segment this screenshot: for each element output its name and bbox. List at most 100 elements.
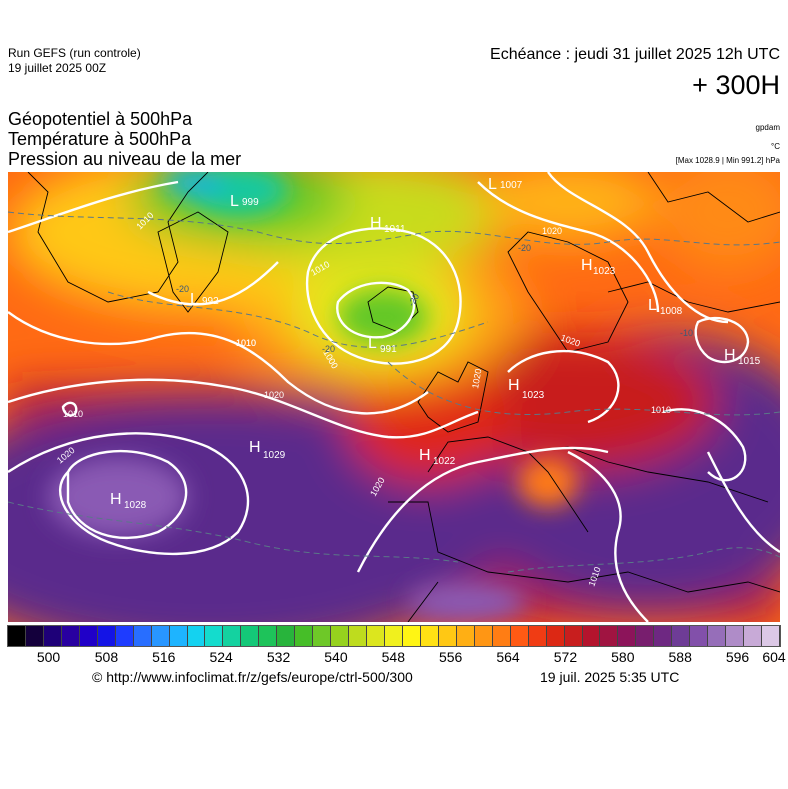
pressure-center-type: H (581, 257, 593, 274)
color-swatch (744, 626, 763, 646)
run-title: Run GEFS (run controle) (8, 46, 141, 60)
color-scale-tick-label: 524 (209, 649, 233, 665)
isobar-label: 1010 (236, 338, 256, 348)
color-swatch (205, 626, 224, 646)
forecast-valid-time: Echéance : jeudi 31 juillet 2025 12h UTC (490, 46, 780, 63)
color-scale-tick-label: 516 (152, 649, 176, 665)
isobars (8, 172, 780, 622)
color-swatch (349, 626, 368, 646)
color-swatch (726, 626, 745, 646)
isotherm-label: -20 (322, 344, 335, 354)
color-swatch (690, 626, 709, 646)
generation-time: 19 juil. 2025 5:35 UTC (540, 669, 680, 685)
unit-geopotential: gpdam (755, 123, 780, 132)
isobar-label: 1020 (470, 368, 483, 389)
color-swatch (313, 626, 332, 646)
color-swatch (438, 626, 457, 646)
pressure-center-h-1011: H 1011 (370, 215, 406, 235)
isobar-label: 1010 (236, 338, 256, 348)
pressure-center-type: H (508, 377, 520, 394)
color-swatch (133, 626, 152, 646)
pressure-center-type: H (370, 215, 382, 232)
color-swatch (456, 626, 475, 646)
pressure-center-type: L (648, 297, 657, 314)
color-swatch (259, 626, 278, 646)
pressure-center-value: 1015 (738, 356, 761, 367)
color-scale-tick-label: 596 (725, 649, 750, 665)
lead-time: + 300H (692, 70, 780, 100)
color-swatch (115, 626, 134, 646)
pressure-center-type: H (249, 439, 261, 456)
color-swatch (295, 626, 314, 646)
pressure-center-h-1023-north: H 1023 (581, 257, 616, 277)
color-swatch (8, 626, 26, 646)
color-scale-tick-label: 532 (266, 649, 291, 665)
pressure-center-type: L (488, 176, 497, 193)
weather-map: L 1007 L 999 H 1011 L 992 L 991 H 1023 L 1008 H… (8, 172, 780, 622)
color-swatch (97, 626, 116, 646)
color-swatch (636, 626, 655, 646)
parameter-temperature: Température à 500hPa (8, 129, 192, 149)
color-swatch (151, 626, 170, 646)
color-swatch (600, 626, 619, 646)
pressure-center-type: H (110, 491, 122, 508)
color-swatch (25, 626, 44, 646)
color-swatch (582, 626, 601, 646)
pressure-center-h-1028: H 1028 (110, 491, 147, 511)
pressure-center-value: 1011 (384, 224, 406, 235)
isotherm-label: -20 (176, 284, 189, 294)
pressure-max-min: [Max 1028.9 | Min 991.2] hPa (675, 156, 780, 165)
coastlines (27, 172, 780, 622)
pressure-center-value: 1007 (500, 180, 523, 191)
parameter-mslp: Pression au niveau de la mer (8, 149, 242, 169)
color-swatch (618, 626, 637, 646)
weather-map-svg: L 1007 L 999 H 1011 L 992 L 991 H 1023 L 1008 H… (8, 172, 780, 622)
source-credit: © http://www.infoclimat.fr/z/gefs/europe… (92, 669, 413, 685)
parameter-geopotential: Géopotentiel à 500hPa (8, 109, 193, 129)
color-scale-tick-label: 548 (381, 649, 405, 665)
pressure-center-l-992: L 992 (190, 291, 219, 308)
color-swatch (277, 626, 296, 646)
color-swatch (43, 626, 62, 646)
color-scale-tick-label: 572 (553, 649, 578, 665)
color-swatch (474, 626, 493, 646)
pressure-center-type: L (368, 335, 377, 352)
pressure-center-h-1015: H 1015 (724, 347, 761, 367)
pressure-center-value: 1029 (263, 450, 286, 461)
pressure-center-value: 1022 (433, 456, 456, 467)
color-swatch (223, 626, 242, 646)
isobar-label: 1020 (542, 226, 562, 236)
color-scale-tick-label: 500 (36, 649, 61, 665)
color-swatch (169, 626, 188, 646)
pressure-center-h-1022: H 1022 (419, 447, 456, 467)
color-swatch (672, 626, 691, 646)
color-swatch (510, 626, 529, 646)
color-scale-tick-label: 564 (496, 649, 520, 665)
color-scale-ticks: 500 508 516 524 532 540 548 556 564 572 580 588 596 6… (0, 649, 788, 667)
isobar-label: 1010 (63, 409, 83, 419)
pressure-center-value: 1028 (124, 500, 147, 511)
pressure-center-h-1029: H 1029 (249, 439, 286, 461)
geopotential-field (8, 172, 780, 622)
color-swatch (367, 626, 386, 646)
unit-temperature: °C (771, 142, 780, 151)
pressure-center-type: L (230, 193, 239, 210)
color-swatch (564, 626, 583, 646)
color-scale-tick-label: 580 (611, 649, 635, 665)
color-swatch (492, 626, 511, 646)
color-swatch (241, 626, 260, 646)
pressure-center-type: L (190, 291, 199, 308)
color-scale-tick-label: 508 (94, 649, 119, 665)
pressure-center-l-1007: L 1007 (488, 176, 523, 193)
pressure-center-value: 991 (380, 344, 397, 355)
color-scale-tick-label: 604 (762, 649, 786, 665)
color-swatch (708, 626, 727, 646)
pressure-center-value: 1008 (660, 306, 683, 317)
color-scale-tick-label: 556 (438, 649, 463, 665)
color-swatch (187, 626, 206, 646)
color-swatch (654, 626, 673, 646)
pressure-center-value: 992 (202, 296, 219, 307)
color-swatch (61, 626, 80, 646)
isobar-label: 1010 (651, 405, 671, 415)
